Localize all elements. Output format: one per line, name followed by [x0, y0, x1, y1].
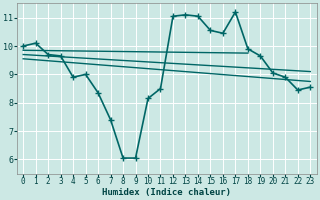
X-axis label: Humidex (Indice chaleur): Humidex (Indice chaleur) — [102, 188, 231, 197]
